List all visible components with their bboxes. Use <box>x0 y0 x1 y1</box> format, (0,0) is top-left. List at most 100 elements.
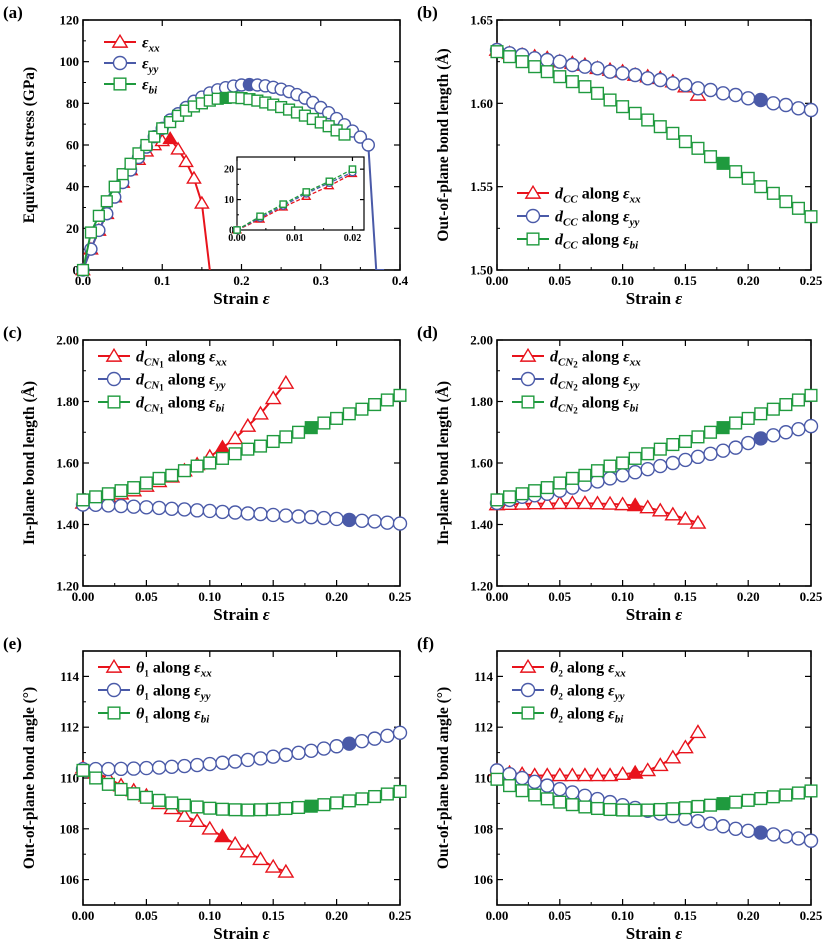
a-inset-point-bi <box>233 226 241 234</box>
d-xtick-label: 0.15 <box>674 589 697 604</box>
f-legend-label-yy: θ2 along εyy <box>550 683 625 703</box>
b-point-bi <box>565 75 579 89</box>
a-ytick-label: 20 <box>66 221 79 236</box>
a-ytick-label: 80 <box>66 96 79 111</box>
d-point-xx <box>563 495 581 510</box>
d-point-yy <box>715 443 731 458</box>
b-point-bi <box>553 70 567 84</box>
e-point-yy <box>126 761 141 776</box>
d-point-xx <box>589 495 606 510</box>
b-point-yy <box>665 76 681 91</box>
legend-along: along <box>164 372 209 389</box>
legend-esub: bi <box>630 403 640 415</box>
a-point-yy <box>353 130 368 144</box>
a-point-bi <box>108 180 121 193</box>
f-ytick-label: 108 <box>474 821 494 836</box>
d-xtick-label: 0.25 <box>800 589 823 604</box>
legend-main: ε <box>142 56 149 73</box>
legend-esub: yy <box>199 691 211 703</box>
c-point-bi <box>330 411 344 425</box>
e-point-yy <box>113 761 129 777</box>
d-point-bi <box>553 476 567 490</box>
a-point-yy <box>361 138 375 152</box>
b-point-yy <box>577 59 593 74</box>
e-xtick-label: 0.15 <box>262 908 285 923</box>
e-point-bi <box>89 771 103 785</box>
f-point-yy <box>552 781 567 797</box>
b-point-bi <box>754 180 768 194</box>
legend-main: d <box>550 372 559 389</box>
c-point-bi <box>76 493 90 507</box>
legend-esub: xx <box>215 357 228 369</box>
f-point-xx <box>664 749 682 764</box>
legend-sub: CC <box>563 217 578 229</box>
e-point-bi <box>266 802 280 816</box>
a-point-xx <box>186 170 202 184</box>
b-point-bi <box>666 126 680 140</box>
f-point-bi <box>603 802 617 817</box>
panel-b: 0.00 0.05 0.10 0.15 0.20 0.25 1.50 1.55 1.60 1.65… <box>417 3 823 308</box>
b-point-yy <box>803 102 819 118</box>
legend-sub: CN <box>144 380 160 392</box>
d-point-yy <box>766 428 781 443</box>
d-point-bi <box>565 471 579 485</box>
b-point-bi <box>490 45 504 59</box>
a-ytick-label: 0 <box>73 263 80 278</box>
legend-along: along <box>563 683 608 700</box>
b-point-bi <box>503 50 517 64</box>
f-legend-marker-xx <box>519 658 537 673</box>
a-point-bi <box>100 195 113 208</box>
e-legend-label-bi: θ1 along εbi <box>136 706 210 726</box>
c-point-bi <box>139 476 153 490</box>
c-point-yy <box>164 501 179 517</box>
legend-esub: yy <box>214 380 226 392</box>
a-point-bi <box>132 147 145 160</box>
f-point-xx <box>563 767 581 782</box>
e-point-yy <box>227 754 243 769</box>
b-point-bi <box>653 120 667 134</box>
c-y-axis-label: In-plane bond length (Å) <box>21 381 38 545</box>
e-point-yy <box>316 741 332 756</box>
c-point-bi <box>368 398 382 412</box>
d-xtick-label: 0.05 <box>548 589 571 604</box>
b-point-bi <box>578 80 592 94</box>
f-point-yy <box>728 821 743 836</box>
b-legend-label-yy: dCC along εyy <box>555 209 639 229</box>
e-legend-label-yy: θ1 along εyy <box>136 683 211 703</box>
legend-along: along <box>578 186 623 203</box>
d-ytick-label: 1.20 <box>470 579 493 594</box>
a-inset: 0.00 0.01 0.02 0 10 20 <box>224 156 365 244</box>
f-point-yy <box>778 829 794 844</box>
b-legend-marker-yy <box>525 208 541 224</box>
f-point-yy <box>703 816 718 831</box>
b-point-bi <box>791 201 805 215</box>
e-point-bi <box>127 787 141 801</box>
d-point-bi <box>754 407 768 421</box>
f-point-bi <box>540 792 554 806</box>
c-point-yy <box>380 515 395 530</box>
d-point-bi <box>691 430 705 444</box>
e-point-bi <box>101 777 115 791</box>
f-point-yy <box>766 827 781 842</box>
e-point-bi <box>304 799 318 813</box>
panel-e: 0.00 0.05 0.10 0.15 0.20 0.25 106 108 110 112 114 (… <box>3 634 412 943</box>
b-point-bi <box>804 210 818 224</box>
e-point-bi <box>114 782 128 796</box>
b-ytick-label: 1.50 <box>470 263 493 278</box>
a-point-xx <box>178 154 194 168</box>
e-point-xx <box>277 863 295 878</box>
d-point-bi <box>791 393 805 407</box>
a-legend-marker-bi <box>113 77 127 91</box>
c-point-yy <box>101 498 116 513</box>
f-point-bi <box>678 801 692 815</box>
e-point-yy <box>291 745 306 761</box>
legend-main: d <box>550 395 559 412</box>
legend-epsilon: ε <box>209 349 216 366</box>
a-point-bi <box>164 115 177 129</box>
f-point-bi <box>515 784 529 798</box>
b-point-bi <box>540 65 554 79</box>
c-point-xx <box>226 430 244 445</box>
c-xtick-label: 0.25 <box>389 589 412 604</box>
e-point-bi <box>317 798 331 812</box>
e-point-bi <box>368 789 382 804</box>
